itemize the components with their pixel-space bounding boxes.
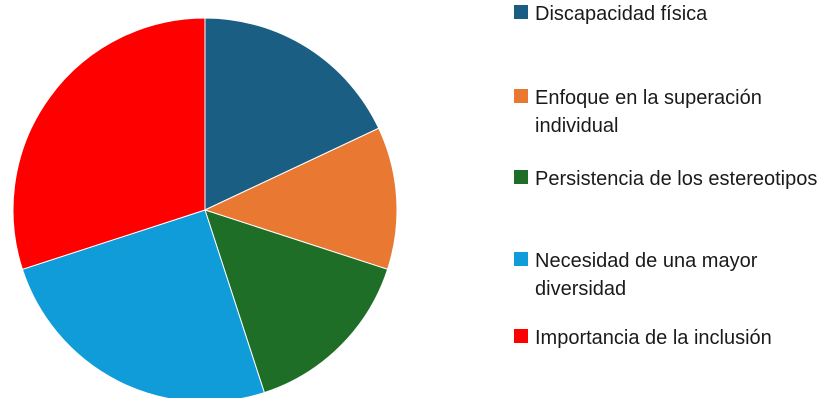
legend-label: Persistencia de los estereotipos [535, 168, 817, 190]
legend-label: Enfoque en la superación individual [535, 87, 762, 137]
legend-label: Importancia de la inclusión [535, 327, 772, 349]
legend-label: Discapacidad física [535, 3, 708, 25]
legend-swatch [514, 329, 528, 343]
legend-label: Necesidad de una mayor diversidad [535, 250, 758, 300]
pie-slice-5 [12, 17, 206, 270]
legend-item-4: Necesidad de una mayor diversidad [514, 250, 758, 300]
pie-slice-1 [204, 17, 380, 211]
pie-slices [12, 17, 398, 398]
pie-slice-2 [203, 127, 398, 270]
pie-slice-3 [204, 209, 389, 394]
legend-swatch [514, 252, 528, 266]
legend-item-1: Discapacidad física [514, 3, 708, 25]
legend: Discapacidad física Enfoque en la superac… [514, 3, 817, 349]
legend-swatch [514, 170, 528, 184]
legend-item-5: Importancia de la inclusión [514, 327, 772, 349]
pie-slice-4 [21, 209, 265, 398]
legend-item-2: Enfoque en la superación individual [514, 87, 762, 137]
legend-item-3: Persistencia de los estereotipos [514, 168, 817, 190]
legend-swatch [514, 89, 528, 103]
legend-swatch [514, 5, 528, 19]
